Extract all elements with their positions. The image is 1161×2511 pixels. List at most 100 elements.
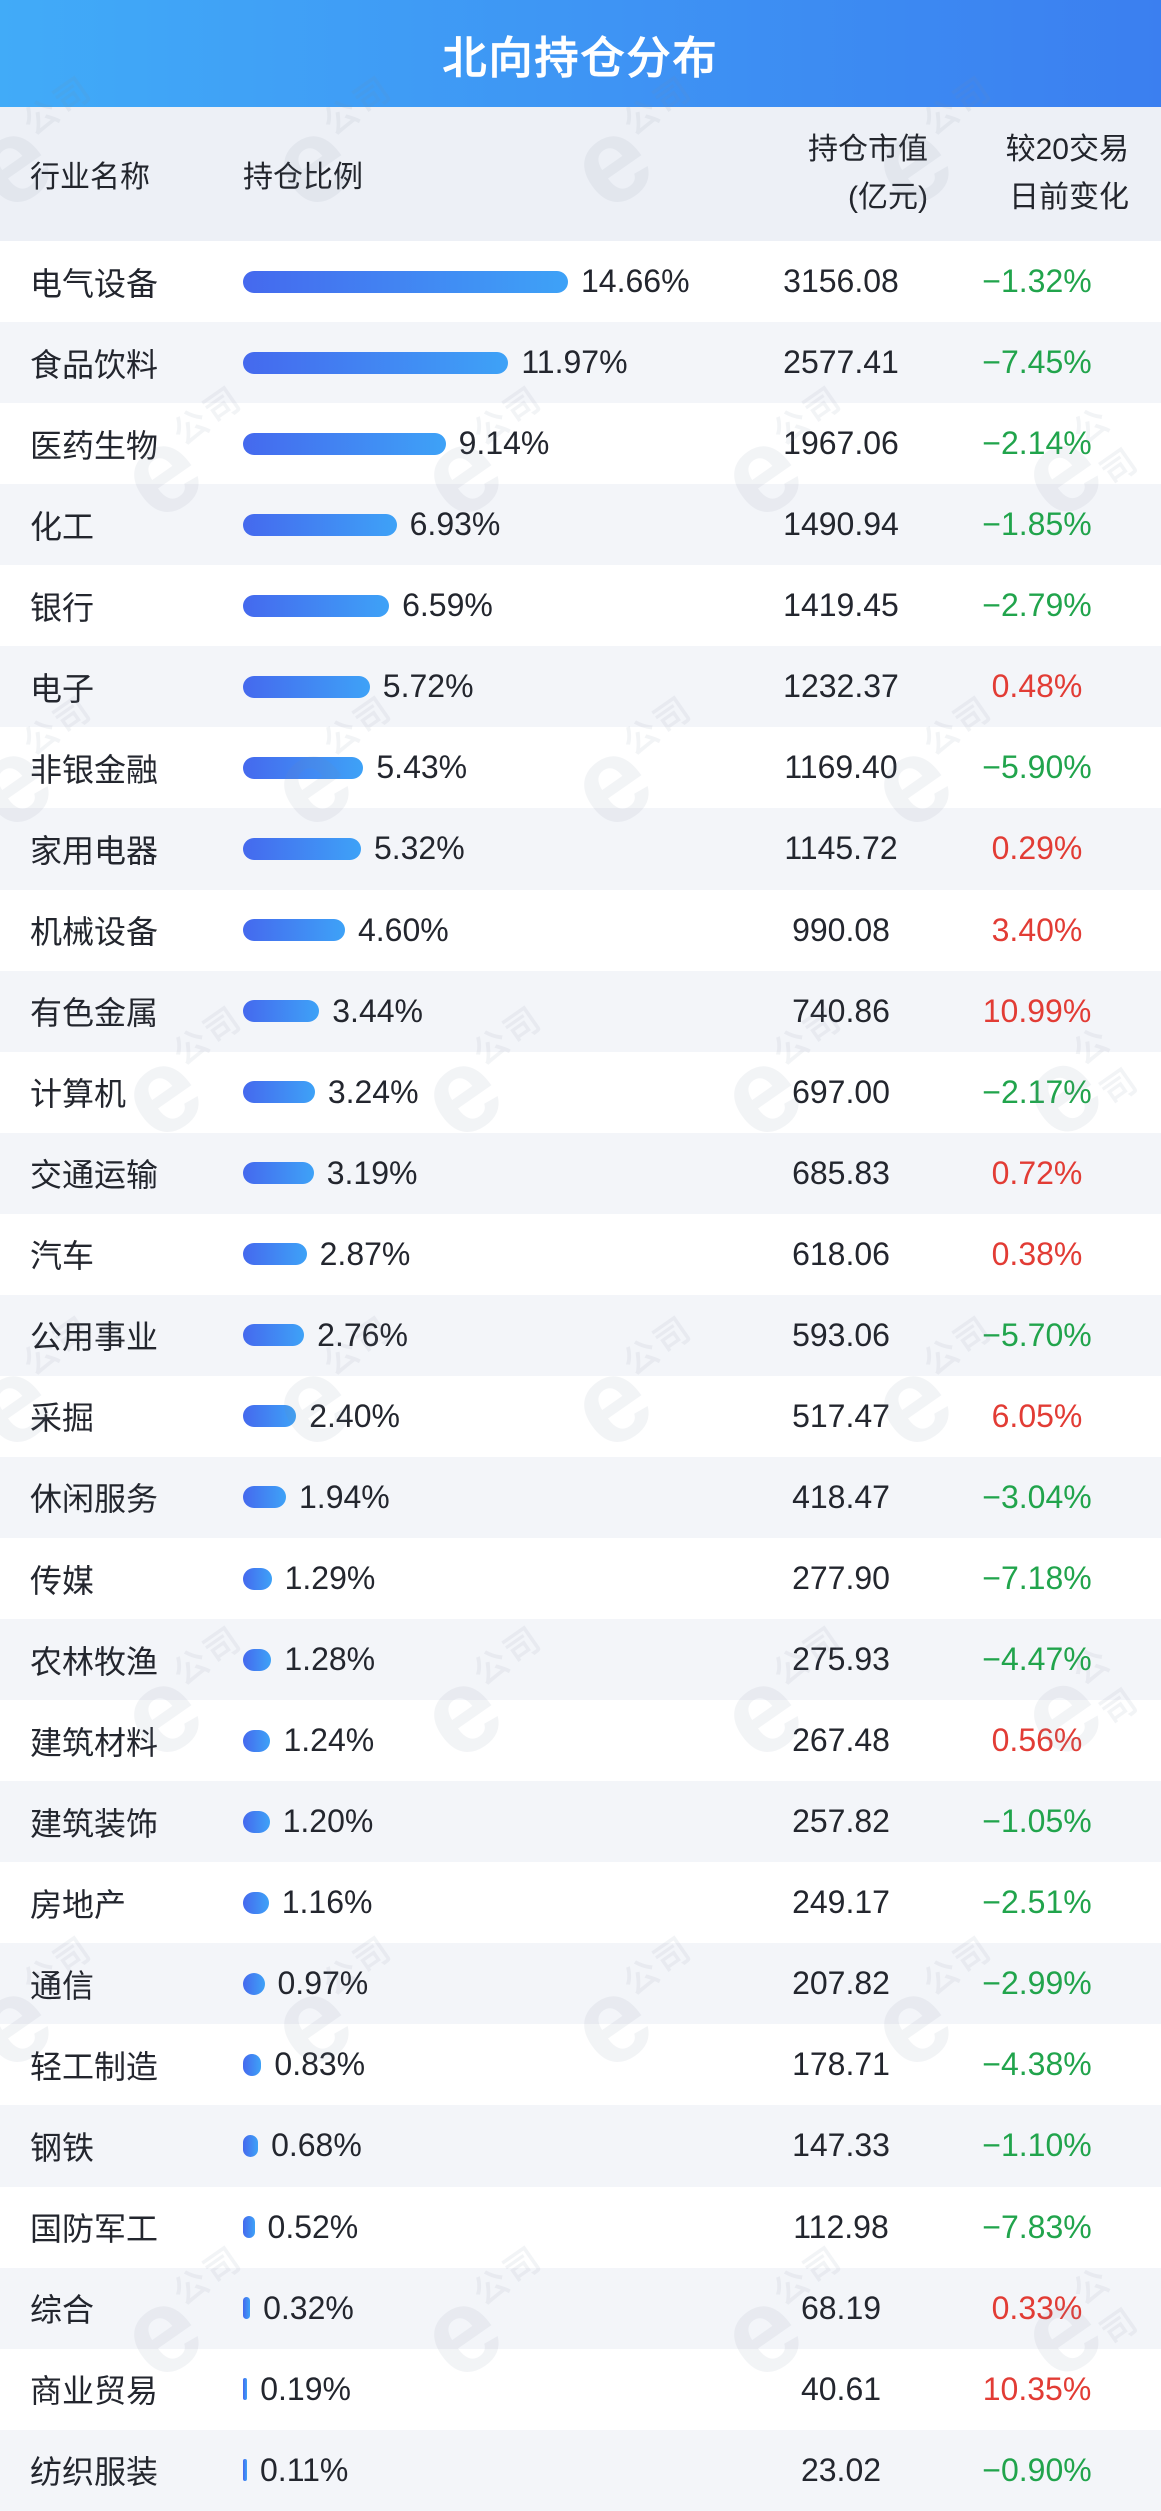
change-value: −2.17% (982, 1073, 1092, 1110)
market-value: 1419.45 (783, 587, 899, 624)
ratio-bar (243, 513, 397, 536)
market-value: 147.33 (792, 2127, 890, 2164)
ratio-bar-cell: 1.20% (213, 1803, 693, 1840)
table-row: 电子 5.72% 1232.37 0.48% (0, 646, 1161, 728)
industry-name: 公用事业 (30, 1319, 159, 1356)
ratio-bar-cell: 0.83% (213, 2046, 693, 2083)
table-row: 纺织服装 0.11% 23.02 −0.90% (0, 2429, 1161, 2511)
industry-name: 休闲服务 (30, 1481, 159, 1518)
ratio-label: 2.76% (317, 1316, 408, 1353)
industry-name: 交通运输 (30, 1157, 159, 1194)
market-value: 277.90 (792, 1560, 890, 1597)
industry-name: 汽车 (30, 1238, 95, 1275)
ratio-label: 6.59% (402, 587, 493, 624)
industry-name: 传媒 (30, 1562, 95, 1599)
market-value: 275.93 (792, 1641, 890, 1678)
table-row: 汽车 2.87% 618.06 0.38% (0, 1213, 1161, 1295)
ratio-bar-cell: 1.29% (213, 1560, 693, 1597)
ratio-label: 6.93% (409, 506, 501, 543)
change-value: −1.32% (982, 263, 1092, 300)
ratio-bar-cell: 0.32% (213, 2290, 693, 2327)
ratio-bar-cell: 5.72% (213, 668, 693, 705)
market-value: 68.19 (800, 2289, 882, 2326)
ratio-label: 1.16% (281, 1884, 373, 1921)
change-value: −7.83% (982, 2208, 1092, 2245)
ratio-bar-cell: 6.93% (213, 506, 693, 543)
ratio-bar-cell: 0.68% (213, 2127, 693, 2164)
ratio-bar (243, 2459, 247, 2482)
industry-name: 商业贸易 (30, 2373, 159, 2410)
table-row: 交通运输 3.19% 685.83 0.72% (0, 1132, 1161, 1214)
ratio-label: 5.32% (373, 830, 465, 867)
ratio-label: 0.52% (267, 2208, 359, 2245)
ratio-bar-cell: 3.24% (213, 1074, 693, 1111)
market-value: 1145.72 (784, 830, 898, 867)
market-value: 1232.37 (783, 668, 899, 705)
table-row: 休闲服务 1.94% 418.47 −3.04% (0, 1456, 1161, 1538)
market-value: 249.17 (792, 1884, 890, 1921)
ratio-bar-cell: 2.76% (213, 1317, 693, 1354)
change-value: −2.79% (982, 587, 1092, 624)
table-row: 建筑装饰 1.20% 257.82 −1.05% (0, 1781, 1161, 1863)
ratio-label: 1.20% (282, 1803, 374, 1840)
ratio-bar (243, 2134, 259, 2157)
table-row: 医药生物 9.14% 1967.06 −2.14% (0, 403, 1161, 485)
industry-name: 国防军工 (30, 2211, 159, 2248)
industry-name: 电气设备 (30, 265, 159, 302)
change-value: −0.90% (982, 2451, 1092, 2488)
market-value: 40.61 (800, 2370, 882, 2407)
ratio-bar-cell: 14.66% (213, 263, 693, 300)
ratio-bar (243, 1972, 265, 1995)
market-value: 990.08 (792, 911, 890, 948)
ratio-label: 1.24% (283, 1722, 375, 1759)
ratio-bar-cell: 3.44% (213, 993, 693, 1030)
industry-name: 房地产 (30, 1886, 127, 1923)
ratio-label: 14.66% (581, 263, 690, 300)
table-row: 化工 6.93% 1490.94 −1.85% (0, 484, 1161, 566)
table-row: 通信 0.97% 207.82 −2.99% (0, 1943, 1161, 2025)
table-row: 银行 6.59% 1419.45 −2.79% (0, 565, 1161, 647)
ratio-bar-cell: 6.59% (213, 587, 693, 624)
ratio-label: 5.43% (376, 749, 468, 786)
ratio-bar (243, 919, 345, 942)
industry-name: 综合 (30, 2292, 95, 2329)
table-row: 钢铁 0.68% 147.33 −1.10% (0, 2105, 1161, 2187)
market-value: 418.47 (792, 1478, 890, 1515)
market-value: 112.98 (793, 2208, 889, 2245)
ratio-bar (243, 675, 370, 698)
table-row: 电气设备 14.66% 3156.08 −1.32% (0, 241, 1161, 323)
change-value: 6.05% (991, 1397, 1083, 1434)
change-value: −5.90% (982, 749, 1092, 786)
change-value: 0.56% (991, 1722, 1083, 1759)
table-row: 非银金融 5.43% 1169.40 −5.90% (0, 727, 1161, 809)
change-value: 0.48% (991, 668, 1083, 705)
change-value: 3.40% (991, 911, 1083, 948)
table-row: 传媒 1.29% 277.90 −7.18% (0, 1538, 1161, 1620)
title-banner: 北向持仓分布 (0, 0, 1161, 107)
change-value: −2.51% (982, 1884, 1092, 1921)
ratio-label: 11.97% (521, 344, 628, 381)
ratio-bar-cell: 0.11% (213, 2452, 693, 2489)
column-header-value-line2: (亿元) (848, 181, 928, 214)
ratio-bar-cell: 5.43% (213, 749, 693, 786)
ratio-label: 2.40% (309, 1397, 400, 1434)
table-row: 综合 0.32% 68.19 0.33% (0, 2267, 1161, 2349)
ratio-bar (243, 1243, 307, 1266)
column-header-value: 持仓市值 (亿元) (693, 126, 953, 222)
ratio-bar (243, 2297, 251, 2320)
market-value: 1967.06 (783, 425, 899, 462)
table-row: 食品饮料 11.97% 2577.41 −7.45% (0, 322, 1161, 404)
table-row: 商业贸易 0.19% 40.61 10.35% (0, 2348, 1161, 2430)
industry-name: 采掘 (30, 1400, 95, 1437)
ratio-label: 0.32% (263, 2289, 354, 2326)
change-value: 0.33% (991, 2289, 1083, 2326)
market-value: 618.06 (792, 1235, 890, 1272)
industry-name: 机械设备 (30, 914, 159, 951)
change-value: −2.99% (982, 1965, 1092, 2002)
industry-name: 计算机 (30, 1076, 127, 1113)
table-row: 采掘 2.40% 517.47 6.05% (0, 1375, 1161, 1457)
ratio-label: 1.28% (284, 1641, 376, 1678)
ratio-label: 4.60% (357, 911, 449, 948)
industry-name: 食品饮料 (30, 346, 159, 383)
